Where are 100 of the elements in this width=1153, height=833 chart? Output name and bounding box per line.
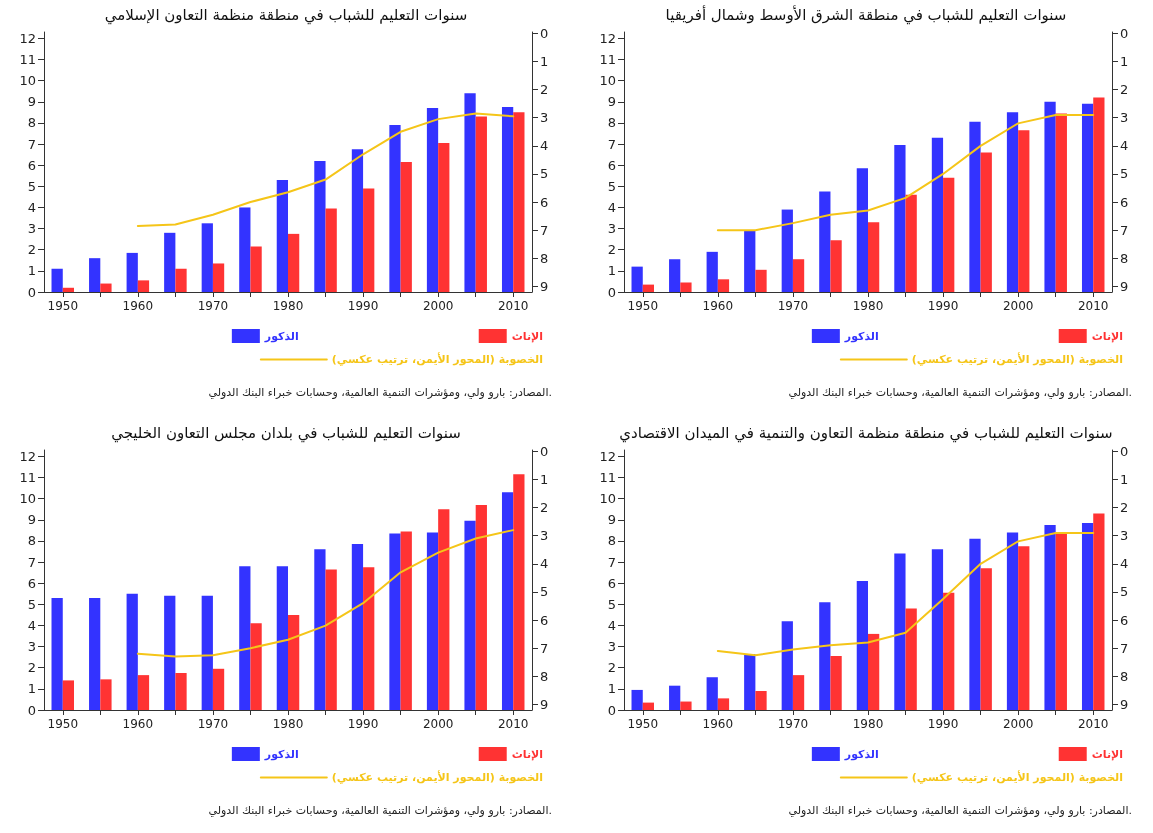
- bar: [755, 690, 767, 710]
- bar: [1093, 513, 1105, 710]
- y-tick-label: 11: [599, 469, 616, 485]
- y-tick-label: 11: [599, 51, 616, 67]
- y-tick-label: 3: [27, 639, 36, 655]
- y-tick-label: 7: [27, 136, 36, 152]
- y2-tick-label: 1: [540, 472, 549, 488]
- bar: [943, 592, 955, 710]
- y-tick-label: 5: [607, 178, 616, 194]
- bar: [856, 581, 868, 710]
- bar: [868, 633, 880, 710]
- y-tick-label: 1: [607, 263, 616, 279]
- y-tick-label: 10: [19, 491, 36, 507]
- bar: [175, 673, 187, 710]
- bar: [1081, 522, 1094, 710]
- bar: [239, 207, 251, 292]
- y2-tick-label: 8: [1120, 668, 1129, 684]
- y-tick-label: 1: [27, 263, 36, 279]
- y2-tick-label: 0: [540, 443, 549, 459]
- bar: [62, 287, 75, 292]
- x-tick-label: 1980: [852, 717, 884, 731]
- line-series: [136, 112, 515, 227]
- bar: [631, 689, 643, 710]
- bar: [1044, 525, 1056, 710]
- bar: [894, 145, 906, 292]
- bar: [1018, 546, 1030, 710]
- y2-tick-label: 8: [540, 668, 549, 684]
- bar: [680, 701, 692, 710]
- bar: [980, 568, 992, 710]
- y-tick-label: 2: [607, 660, 616, 676]
- bar: [781, 621, 793, 710]
- legend-label: الذكور: [263, 747, 299, 761]
- bar: [830, 656, 842, 710]
- bar: [239, 566, 251, 710]
- y-tick-label: 3: [27, 221, 36, 237]
- bar: [201, 595, 213, 710]
- y-tick-label: 5: [27, 596, 36, 612]
- legend-label: الإناث: [1091, 329, 1124, 343]
- bar: [464, 520, 476, 710]
- bar: [781, 209, 793, 292]
- line-series: [716, 531, 1095, 657]
- x-tick-label: 1990: [927, 717, 959, 731]
- bar: [717, 279, 730, 292]
- y2-tick-label: 2: [1120, 500, 1129, 516]
- y2-tick-label: 6: [540, 612, 549, 628]
- bar: [931, 549, 944, 710]
- y-tick-label: 9: [607, 512, 616, 528]
- x-tick-label: 1980: [272, 299, 304, 313]
- y-tick-label: 4: [607, 617, 616, 633]
- bar: [755, 269, 767, 292]
- bar: [1044, 101, 1056, 292]
- bar: [276, 566, 288, 710]
- bar: [389, 533, 401, 710]
- bar: [100, 679, 112, 710]
- bar: [669, 685, 681, 710]
- x-tick-label: 1990: [347, 299, 379, 313]
- y-tick-label: 11: [19, 469, 36, 485]
- y2-tick-label: 4: [1120, 556, 1129, 572]
- y-tick-label: 12: [599, 448, 616, 464]
- bar: [363, 188, 375, 292]
- y2-tick-label: 3: [1120, 110, 1129, 126]
- bar: [819, 602, 831, 710]
- bar: [680, 282, 692, 292]
- y-tick-label: 0: [27, 702, 36, 718]
- x-tick-label: 1970: [197, 299, 229, 313]
- x-tick-label: 1980: [272, 717, 304, 731]
- x-tick-label: 1960: [122, 299, 154, 313]
- bar: [426, 108, 439, 292]
- y-tick-label: 10: [599, 73, 616, 89]
- y-tick-label: 12: [19, 448, 36, 464]
- y-tick-label: 4: [27, 617, 36, 633]
- bar: [89, 258, 101, 292]
- y2-tick-label: 1: [540, 54, 549, 70]
- bar: [126, 252, 138, 292]
- y-tick-label: 2: [27, 660, 36, 676]
- y2-tick-label: 6: [540, 194, 549, 210]
- line-series: [136, 529, 515, 658]
- bar: [314, 549, 326, 710]
- x-tick-label: 1950: [627, 717, 659, 731]
- bar: [706, 251, 718, 292]
- bar: [744, 230, 756, 292]
- bar: [400, 162, 412, 292]
- y-tick-label: 2: [27, 242, 36, 258]
- bar: [475, 116, 487, 292]
- bar: [513, 112, 525, 292]
- y2-tick-label: 5: [1120, 584, 1129, 600]
- y2-tick-label: 3: [540, 528, 549, 544]
- text: المصادر: بارو ولي، ومؤشرات التنمية العالمية، وحسابات خبراء البنك الدولي.: [788, 804, 1132, 817]
- y-tick-label: 8: [607, 115, 616, 131]
- bar: [1055, 533, 1067, 710]
- y2-tick-label: 9: [540, 278, 549, 294]
- bar: [792, 259, 805, 292]
- bar: [830, 240, 842, 292]
- y2-tick-label: 5: [1120, 166, 1129, 182]
- bar: [89, 597, 101, 710]
- bar: [400, 531, 412, 710]
- y2-tick-label: 0: [540, 25, 549, 41]
- bar: [1081, 103, 1094, 292]
- bar: [126, 593, 138, 710]
- x-tick-label: 1950: [47, 717, 79, 731]
